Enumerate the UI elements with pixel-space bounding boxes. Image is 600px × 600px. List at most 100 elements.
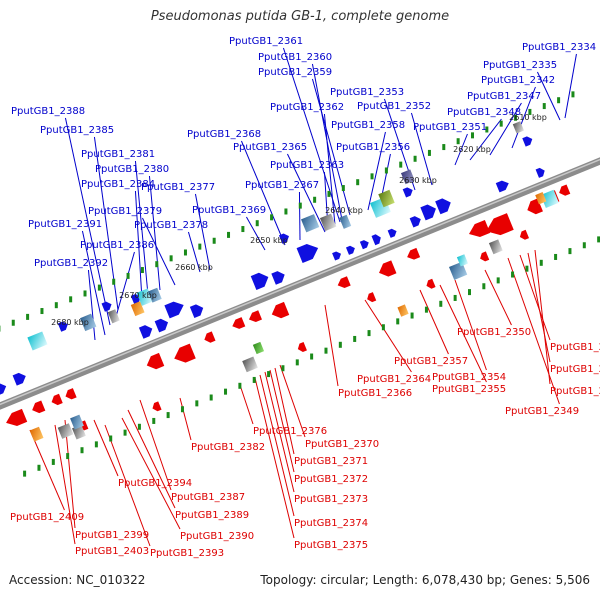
upper-tick [470,132,474,139]
forward-gene-label: PputGB1_2358 [331,120,405,131]
feature-box [400,169,415,185]
forward-label-connector [64,117,111,326]
reverse-label-connector [239,384,254,425]
reverse-gene-label: PputGB1_2370 [305,439,379,450]
forward-label-connector [469,118,502,161]
feature-box [319,213,337,232]
forward-gene-label: PputGB1_2362 [270,102,344,113]
reverse-gene-label: PputGB1_2357 [394,356,468,367]
forward-label-connector [286,153,326,233]
lower-tick [224,388,228,395]
reverse-label-connector [519,254,551,341]
forward-gene-label: PputGB1_2361 [229,36,303,47]
feature-box [512,121,524,134]
reverse-label-connector [93,419,119,477]
upper-tick [155,261,159,268]
reverse-gene-label: PputGB1_2371 [294,456,368,467]
forward-gene-label: PputGB1_2391 [28,219,102,230]
forward-gene-label: PputGB1_2379 [88,206,162,217]
reverse-gene-arrow [174,343,196,363]
lower-tick [554,253,558,260]
lower-tick [295,359,299,366]
forward-gene-arrow [345,245,355,255]
reverse-gene-arrow [480,251,490,262]
forward-gene-label: PputGB1_2365 [233,142,307,153]
accession-text: Accession: NC_010322 [9,573,146,587]
reverse-label-connector [254,377,295,539]
reverse-label-connector [439,284,487,383]
feature-box [535,192,547,205]
reverse-gene-arrow [152,401,162,412]
reverse-gene-arrow [248,310,262,323]
forward-gene-label: PputGB1_2348 [447,107,521,118]
forward-label-connector [282,47,341,223]
reverse-gene-arrow [65,388,77,400]
upper-tick [169,255,173,262]
upper-tick [270,214,274,221]
forward-gene-arrow [332,251,342,261]
reverse-gene-label: PputGB1_2409 [10,512,84,523]
forward-gene-label: PputGB1_2378 [134,220,208,231]
upper-tick [456,138,460,145]
upper-tick [198,243,202,250]
lower-tick [80,447,84,454]
lower-tick [180,406,184,413]
reverse-gene-arrow [146,352,165,370]
lower-tick [94,441,98,448]
reverse-gene-arrow [559,184,571,196]
lower-tick [396,318,400,325]
forward-gene-arrow [387,228,397,238]
feature-box [339,214,352,229]
forward-label-connector [564,53,577,119]
lower-tick [166,412,170,419]
upper-tick [528,108,532,115]
reverse-gene-label: PputGB1_2387 [171,492,245,503]
lower-tick [267,371,271,378]
lower-tick [381,324,385,331]
lower-tick [539,259,543,266]
feature-box [70,414,84,430]
forward-gene-label: PputGB1_2347 [467,91,541,102]
lower-tick [496,277,500,284]
map-title: Pseudomonas putida GB-1, complete genome [150,9,450,24]
forward-gene-label: PputGB1_2392 [34,258,108,269]
reverse-label-connector [139,399,172,491]
feature-box [57,423,74,439]
forward-label-connector [298,191,301,241]
reverse-label-connector [104,424,151,547]
forward-gene-label: PputGB1_2353 [330,87,404,98]
kbp-tick-label: 2650 kbp [250,236,288,245]
forward-gene-arrow [402,187,413,198]
feature-box [107,309,120,324]
reverse-label-connector [279,364,306,438]
upper-tick [183,249,187,256]
reverse-gene-label: PputGB1_2343 [550,342,600,353]
reverse-gene-arrow [407,247,421,260]
feature-box [242,356,258,373]
forward-label-connector [511,86,536,149]
forward-gene-arrow [409,216,421,228]
reverse-label-connector [121,417,181,530]
feature-box [378,189,395,208]
forward-gene-label: PputGB1_2380 [95,164,169,175]
reverse-label-connector [454,279,487,371]
lower-tick [252,376,256,383]
kbp-tick-label: 2630 kbp [399,176,437,185]
feature-box [456,254,469,267]
lower-tick [439,300,443,307]
forward-gene-arrow [420,204,436,221]
lower-tick [51,458,55,465]
reverse-gene-label: PputGB1_2390 [180,531,254,542]
feature-box [488,239,503,255]
reverse-label-connector [259,374,295,517]
forward-label-connector [311,78,351,216]
forward-gene-label: PputGB1_2384 [81,179,155,190]
reverse-label-connector [64,419,76,529]
upper-tick [356,179,360,186]
reverse-gene-label: PputGB1_2376 [253,426,327,437]
upper-tick [83,290,87,297]
upper-tick [54,302,58,309]
reverse-label-connector [324,304,339,387]
lower-tick [568,248,572,255]
upper-tick [112,278,116,285]
